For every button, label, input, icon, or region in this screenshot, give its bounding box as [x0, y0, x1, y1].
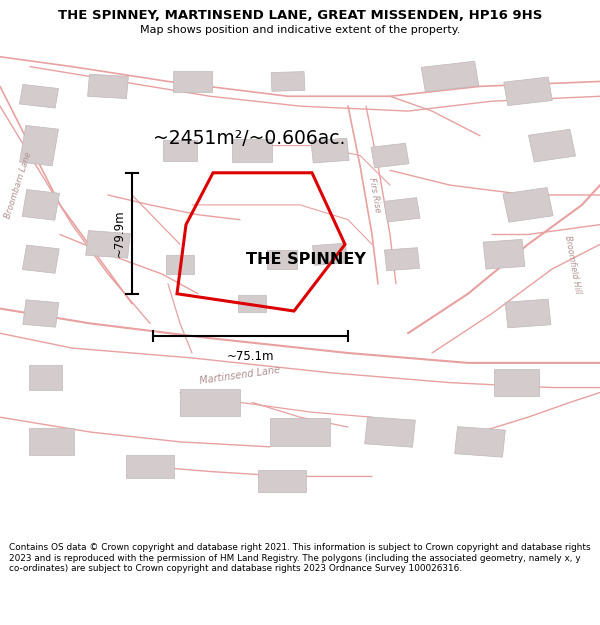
Bar: [421, 61, 479, 92]
Bar: [29, 366, 62, 390]
Bar: [529, 129, 575, 162]
Bar: [493, 369, 539, 396]
Bar: [385, 248, 419, 271]
Bar: [126, 456, 174, 478]
Bar: [163, 140, 197, 161]
Bar: [455, 427, 505, 457]
Text: ~75.1m: ~75.1m: [227, 349, 274, 362]
Text: ~2451m²/~0.606ac.: ~2451m²/~0.606ac.: [153, 129, 346, 148]
Bar: [238, 295, 266, 312]
Bar: [365, 417, 415, 447]
Bar: [313, 243, 347, 265]
Text: Martinsend Lane: Martinsend Lane: [199, 364, 281, 386]
Bar: [258, 470, 306, 492]
Bar: [22, 245, 59, 273]
Bar: [22, 189, 59, 220]
Bar: [232, 139, 271, 162]
Bar: [483, 239, 525, 269]
Text: Firs Rise: Firs Rise: [367, 177, 383, 213]
Bar: [29, 428, 74, 456]
Bar: [173, 71, 212, 92]
Text: Map shows position and indicative extent of the property.: Map shows position and indicative extent…: [140, 25, 460, 35]
Bar: [86, 231, 130, 258]
Bar: [270, 418, 330, 446]
Text: Broomfield Hill: Broomfield Hill: [563, 234, 583, 294]
Bar: [503, 188, 553, 222]
Bar: [271, 72, 305, 91]
Text: Contains OS data © Crown copyright and database right 2021. This information is : Contains OS data © Crown copyright and d…: [9, 543, 590, 573]
Text: ~79.9m: ~79.9m: [112, 209, 125, 257]
Bar: [371, 143, 409, 168]
Text: THE SPINNEY, MARTINSEND LANE, GREAT MISSENDEN, HP16 9HS: THE SPINNEY, MARTINSEND LANE, GREAT MISS…: [58, 9, 542, 22]
Bar: [311, 138, 349, 163]
Bar: [180, 389, 240, 416]
Text: THE SPINNEY: THE SPINNEY: [246, 252, 366, 267]
Bar: [267, 250, 297, 269]
Bar: [504, 77, 552, 106]
Bar: [20, 84, 58, 108]
Bar: [166, 255, 194, 274]
Bar: [88, 74, 128, 99]
Bar: [384, 198, 420, 222]
Bar: [20, 126, 58, 166]
Bar: [23, 300, 59, 328]
Bar: [505, 299, 551, 328]
Text: Broombarn Lane: Broombarn Lane: [3, 151, 33, 219]
